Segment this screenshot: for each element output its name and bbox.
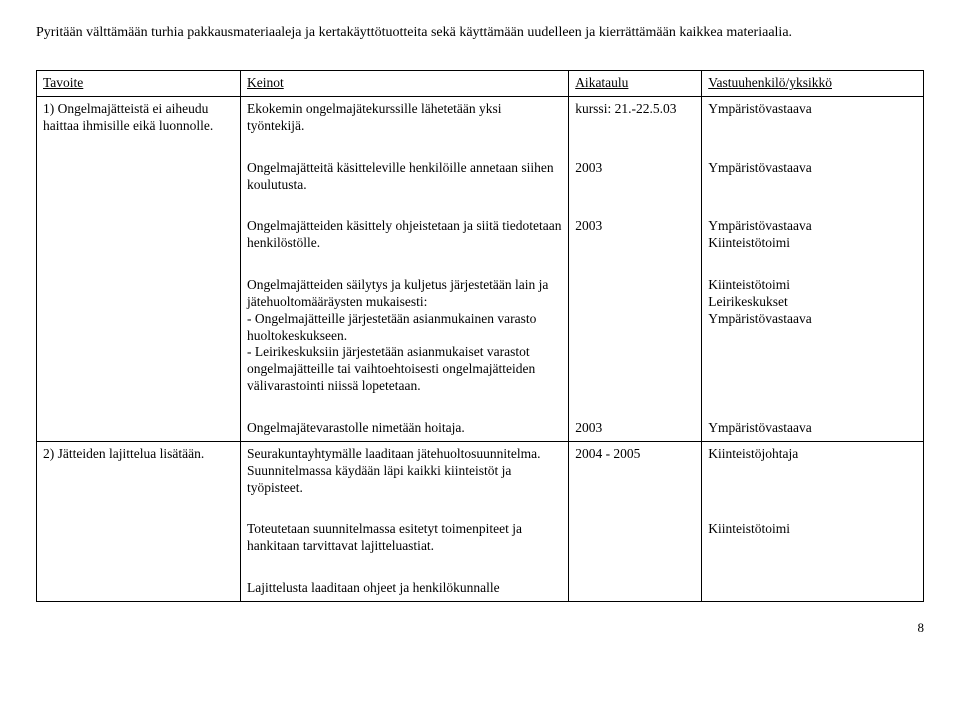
col-keinot: Keinot (241, 71, 569, 97)
cell-aikataulu: 2004 - 2005 (569, 441, 702, 500)
cell-vastuu: Kiinteistötoimi (702, 500, 924, 559)
cell-vastuu: Kiinteistötoimi Leirikeskukset Ympäristö… (702, 256, 924, 399)
cell-vastuu: Ympäristövastaava (702, 97, 924, 139)
cell-vastuu: Ympäristövastaava Kiinteistötoimi (702, 197, 924, 256)
cell-vastuu (702, 559, 924, 601)
cell-keinot: Lajittelusta laaditaan ohjeet ja henkilö… (241, 559, 569, 601)
cell-keinot: Seurakuntayhtymälle laaditaan jätehuolto… (241, 441, 569, 500)
table-header-row: Tavoite Keinot Aikataulu Vastuuhenkilö/y… (37, 71, 924, 97)
cell-tavoite (37, 139, 241, 198)
table-row: Ongelmajätteiden käsittely ohjeistetaan … (37, 197, 924, 256)
cell-aikataulu: 2003 (569, 197, 702, 256)
table-row: Toteutetaan suunnitelmassa esitetyt toim… (37, 500, 924, 559)
col-vastuu: Vastuuhenkilö/yksikkö (702, 71, 924, 97)
cell-aikataulu (569, 559, 702, 601)
cell-vastuu: Ympäristövastaava (702, 139, 924, 198)
cell-keinot: Ongelmajätteiden käsittely ohjeistetaan … (241, 197, 569, 256)
table-row: 2) Jätteiden lajittelua lisätään. Seurak… (37, 441, 924, 500)
table-row: Ongelmajätteiden säilytys ja kuljetus jä… (37, 256, 924, 399)
col-aikataulu: Aikataulu (569, 71, 702, 97)
goals-table: Tavoite Keinot Aikataulu Vastuuhenkilö/y… (36, 70, 924, 602)
cell-keinot: Ongelmajätteiden säilytys ja kuljetus jä… (241, 256, 569, 399)
cell-tavoite (37, 559, 241, 601)
page-number: 8 (36, 602, 924, 636)
intro-text: Pyritään välttämään turhia pakkausmateri… (36, 24, 924, 42)
table-row: Lajittelusta laaditaan ohjeet ja henkilö… (37, 559, 924, 601)
cell-tavoite: 2) Jätteiden lajittelua lisätään. (37, 441, 241, 500)
cell-tavoite (37, 500, 241, 559)
cell-keinot: Toteutetaan suunnitelmassa esitetyt toim… (241, 500, 569, 559)
table-row: 1) Ongelmajätteistä ei aiheudu haittaa i… (37, 97, 924, 139)
cell-aikataulu (569, 500, 702, 559)
cell-vastuu: Kiinteistöjohtaja (702, 441, 924, 500)
cell-vastuu: Ympäristövastaava (702, 399, 924, 441)
cell-tavoite (37, 197, 241, 256)
cell-tavoite: 1) Ongelmajätteistä ei aiheudu haittaa i… (37, 97, 241, 139)
cell-aikataulu: kurssi: 21.-22.5.03 (569, 97, 702, 139)
cell-keinot: Ongelmajätteitä käsitteleville henkilöil… (241, 139, 569, 198)
col-tavoite: Tavoite (37, 71, 241, 97)
cell-tavoite (37, 256, 241, 399)
cell-aikataulu (569, 256, 702, 399)
cell-keinot: Ekokemin ongelmajätekurssille lähetetään… (241, 97, 569, 139)
table-row: Ongelmajätevarastolle nimetään hoitaja. … (37, 399, 924, 441)
cell-keinot: Ongelmajätevarastolle nimetään hoitaja. (241, 399, 569, 441)
table-row: Ongelmajätteitä käsitteleville henkilöil… (37, 139, 924, 198)
cell-aikataulu: 2003 (569, 399, 702, 441)
cell-tavoite (37, 399, 241, 441)
cell-aikataulu: 2003 (569, 139, 702, 198)
